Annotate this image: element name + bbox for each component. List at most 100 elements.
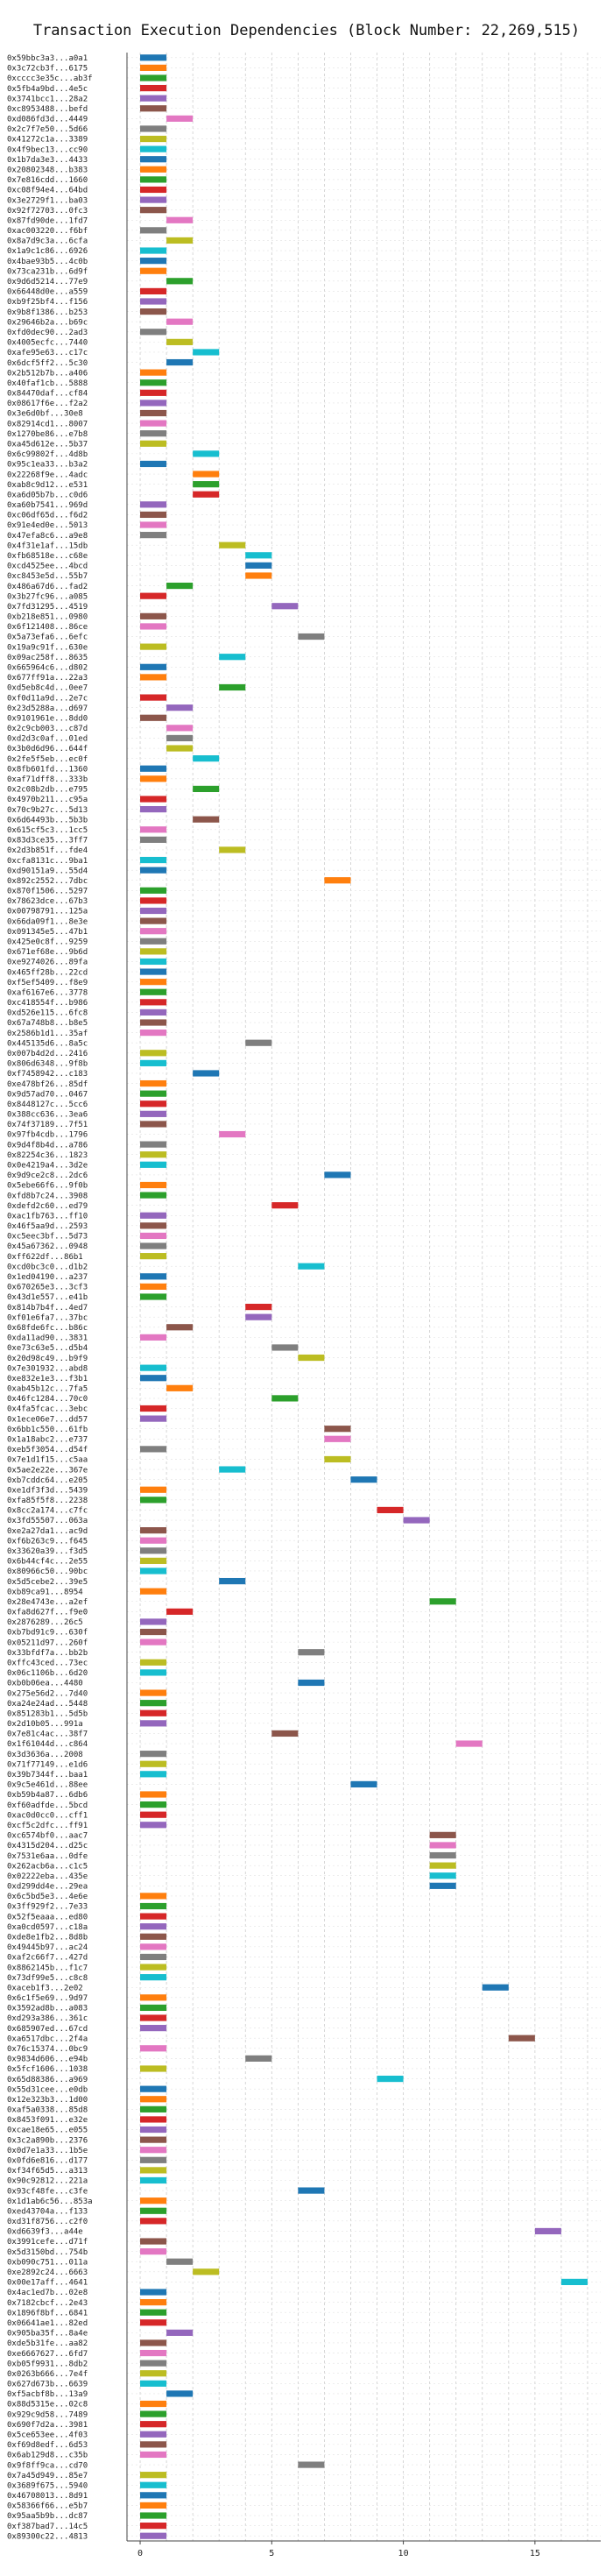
y-tick-label: 0x88d5315e...02c8 xyxy=(7,2401,88,2410)
bar-203 xyxy=(140,2116,167,2123)
bar-153 xyxy=(166,1608,194,1615)
y-tick-label: 0x6c1f5e69...9d97 xyxy=(7,1994,88,2003)
y-tick-label: 0x665964c6...d802 xyxy=(7,664,88,673)
y-tick-label: 0xa6517dbc...2f4a xyxy=(7,2035,88,2043)
y-tick-label: 0x33bfdf7a...bb2b xyxy=(7,1649,88,1658)
bar-43 xyxy=(193,491,220,498)
bar-172 xyxy=(140,1801,167,1808)
bar-38 xyxy=(140,440,167,447)
bar-151 xyxy=(140,1588,167,1595)
y-tick-label: 0x1d1ab6c56...853a xyxy=(7,2197,93,2206)
bar-240 xyxy=(140,2492,167,2499)
bar-36 xyxy=(140,420,167,427)
y-tick-label: 0xf5ef5409...f8e9 xyxy=(7,979,88,987)
bar-228 xyxy=(140,2370,167,2377)
y-tick-label: 0x929c9d58...7489 xyxy=(7,2410,88,2419)
bar-44 xyxy=(140,501,167,508)
y-tick-label: 0x445135d6...8a5c xyxy=(7,1039,88,1048)
bar-4 xyxy=(140,95,167,102)
y-tick-label: 0x76c15374...0bc9 xyxy=(7,2045,88,2054)
bars xyxy=(140,54,588,2539)
bar-205 xyxy=(140,2136,167,2143)
y-tick-label: 0x0fd6e816...d177 xyxy=(7,2157,88,2166)
y-tick-label: 0x9b8f1386...b253 xyxy=(7,308,88,317)
bar-118 xyxy=(140,1253,167,1260)
bar-59 xyxy=(219,654,246,661)
y-tick-label: 0xcd4525ee...4bcd xyxy=(7,563,88,571)
bar-183 xyxy=(140,1913,167,1920)
x-tick-label: 5 xyxy=(269,2549,274,2558)
bar-126 xyxy=(140,1334,167,1341)
y-tick-label: 0xf69d8edf...6d53 xyxy=(7,2441,88,2450)
y-tick-label: 0x95aa5b9b...dc87 xyxy=(7,2512,88,2521)
y-tick-label: 0xd6639f3...a44e xyxy=(7,2228,83,2237)
y-tick-label: 0x41272c1a...3389 xyxy=(7,136,88,145)
y-tick-label: 0x3592ad8b...a083 xyxy=(7,2005,88,2013)
bar-123 xyxy=(245,1303,272,1311)
y-tick-label: 0x690f7d2a...3981 xyxy=(7,2421,88,2430)
y-tick-label: 0x7e816cdd...1660 xyxy=(7,176,88,185)
y-tick-label: 0x7fd31295...4519 xyxy=(7,603,88,612)
y-tick-label: 0x6c5bd5e3...4e6e xyxy=(7,1893,88,1901)
bar-105 xyxy=(140,1121,167,1128)
bar-176 xyxy=(429,1842,456,1849)
y-tick-label: 0xcae18e65...e055 xyxy=(7,2127,88,2135)
y-tick-label: 0xf34f65d5...a313 xyxy=(7,2167,88,2176)
y-tick-label: 0x7e301932...abd8 xyxy=(7,1364,88,1373)
bar-10 xyxy=(140,156,167,163)
bar-15 xyxy=(140,207,167,214)
y-tick-label: 0xc06df65d...f6d2 xyxy=(7,512,88,520)
bar-242 xyxy=(140,2512,167,2519)
bar-222 xyxy=(140,2309,167,2316)
y-tick-label: 0xb218e851...0980 xyxy=(7,613,88,622)
y-tick-label: 0x8453f091...e32e xyxy=(7,2116,88,2125)
bar-71 xyxy=(140,775,167,782)
y-tick-label: 0x3b0d6d96...644f xyxy=(7,745,88,754)
y-tick-label: 0xc418554f...b986 xyxy=(7,999,88,1008)
y-tick-label: 0x0263b666...7e4f xyxy=(7,2370,88,2379)
bar-239 xyxy=(140,2481,167,2488)
y-tick-label: 0x7e81c4ac...38f7 xyxy=(7,1730,88,1739)
y-tick-label: 0xb59b4a87...6db6 xyxy=(7,1791,88,1800)
bar-233 xyxy=(140,2421,167,2428)
bar-206 xyxy=(140,2147,167,2154)
y-tick-label: 0x4fa5fcac...3ebc xyxy=(7,1405,88,1414)
bar-204 xyxy=(140,2126,167,2134)
y-tick-label: 0x82914cd1...8007 xyxy=(7,420,88,428)
bar-208 xyxy=(140,2167,167,2174)
bar-234 xyxy=(140,2431,167,2438)
bar-30 xyxy=(166,358,194,366)
bar-13 xyxy=(140,186,167,194)
y-tick-label: 0x2d10b05...991a xyxy=(7,1720,83,1729)
y-tick-label: 0xb9f25bf4...f156 xyxy=(7,298,88,307)
y-tick-label: 0x5a73efa6...6efc xyxy=(7,633,88,642)
y-tick-label: 0x2fe5f5eb...ec0f xyxy=(7,755,88,764)
y-tick-label: 0xf6b263c9...f645 xyxy=(7,1537,88,1546)
y-tick-label: 0xe6667627...6fd7 xyxy=(7,2350,88,2359)
y-tick-label: 0xcccc3e35c...ab3f xyxy=(7,74,93,83)
y-tick-label: 0x05211d97...260f xyxy=(7,1638,88,1647)
y-tick-label: 0x7531e6aa...0dfe xyxy=(7,1852,88,1861)
y-tick-label: 0xaceb1f3...2e02 xyxy=(7,1984,83,1992)
y-tick-label: 0xffc43ced...73ec xyxy=(7,1660,88,1668)
y-tick-label: 0xaf5a0338...85d8 xyxy=(7,2106,88,2115)
bar-33 xyxy=(140,389,167,396)
y-tick-label: 0xf01e6fa7...37bc xyxy=(7,1313,88,1322)
bar-236 xyxy=(140,2451,167,2459)
y-tick-label: 0x28e4743e...a2ef xyxy=(7,1598,88,1607)
bar-216 xyxy=(140,2248,167,2255)
bar-238 xyxy=(140,2472,167,2479)
bar-51 xyxy=(245,572,272,579)
y-tick-label: 0xe2892c24...6663 xyxy=(7,2268,88,2277)
bar-187 xyxy=(140,1953,167,1961)
y-tick-label: 0x671ef68e...9b6d xyxy=(7,948,88,957)
bar-32 xyxy=(140,379,167,386)
y-tick-label: 0x9d57ad70...0467 xyxy=(7,1090,88,1099)
y-tick-label: 0x615cf5c3...1cc5 xyxy=(7,826,88,835)
bar-214 xyxy=(534,2227,561,2235)
bar-237 xyxy=(298,2461,325,2468)
bar-117 xyxy=(140,1242,167,1249)
y-tick-label: 0x7e1d1f15...c5aa xyxy=(7,1456,88,1465)
bar-72 xyxy=(193,785,220,793)
y-tick-label: 0xa60b7541...969d xyxy=(7,501,88,510)
